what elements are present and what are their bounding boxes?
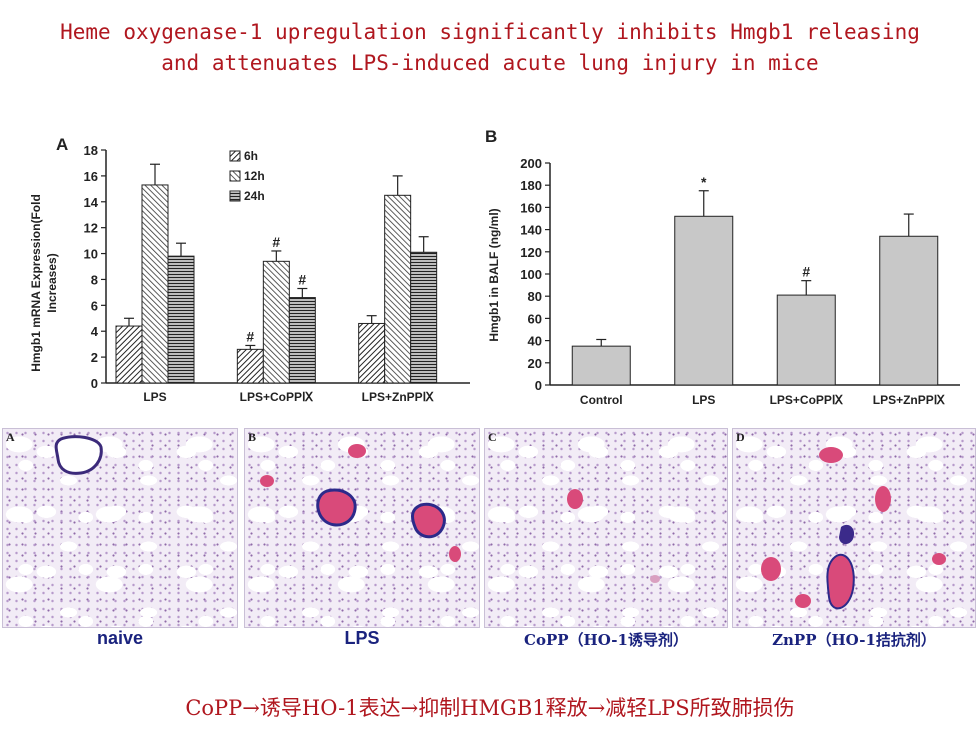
chart-b-bar — [571, 345, 631, 386]
histology-vessel-5 — [449, 546, 461, 562]
histology-vessel-2 — [650, 575, 660, 583]
histology-panel-a-image — [54, 435, 103, 475]
chart-b-x-tick-label: LPS+ZnPPⅨ — [873, 393, 946, 407]
histology-vessel-3 — [348, 444, 366, 458]
histology-airway-outline — [54, 435, 103, 475]
histology-vessel-1 — [819, 447, 843, 463]
histology-panel-c-label: C — [488, 430, 497, 444]
histology-vessel-3 — [761, 557, 781, 581]
chart-a-y-tick-label: 18 — [84, 143, 98, 158]
chart-a-significance-marker: # — [246, 328, 254, 344]
chart-a-significance-marker: # — [298, 272, 306, 288]
chart-a-x-tick-label: LPS — [143, 390, 166, 404]
histology-vessel-1 — [567, 489, 583, 509]
histology-vessel-6 — [932, 553, 946, 565]
chart-a-bar — [384, 194, 412, 384]
histology-panel-b-image — [260, 444, 461, 562]
histology-panel-a: A — [2, 428, 238, 628]
histology-panel-d: D — [732, 428, 976, 628]
chart-b-x-tick-label: LPS+CoPPⅨ — [770, 393, 844, 407]
chart-b-x-tick-label: Control — [580, 393, 623, 407]
title-line-1: Heme oxygenase-1 upregulation significan… — [60, 20, 920, 44]
chart-b-y-tick-label: 20 — [528, 356, 542, 371]
chart-b-y-tick-label: 140 — [520, 223, 542, 238]
chart-a-legend-label: 12h — [244, 169, 265, 183]
histology-panel-d-image — [761, 447, 946, 610]
histology-panel-d-label: D — [736, 430, 745, 444]
histology-panel-a-label: A — [6, 430, 15, 444]
histology-vessel-4 — [260, 475, 274, 487]
chart-a-x-tick-label: LPS+CoPPⅨ — [240, 390, 314, 404]
chart-a-panel-label: A — [56, 135, 68, 154]
chart-a-y-tick-label: 16 — [84, 169, 98, 184]
chart-b-panel-label: B — [485, 127, 497, 146]
chart-a-y-tick-label: 6 — [91, 298, 98, 313]
histology-caption-znpp: ZnPP（HO-1拮抗剂） — [772, 631, 936, 649]
histology-vessel-2 — [411, 502, 446, 539]
chart-a-y-tick-label: 2 — [91, 350, 98, 365]
chart-a-y-tick-label: 4 — [91, 324, 99, 339]
chart-a-legend-swatch — [229, 150, 241, 162]
chart-a-bar — [141, 184, 169, 384]
chart-a-bar — [262, 260, 290, 384]
chart-b-y-tick-label: 120 — [520, 245, 542, 260]
chart-a-legend-swatch — [229, 190, 241, 202]
histology-vessel-2 — [875, 486, 891, 512]
conclusion-text: CoPP→诱导HO-1表达→抑制HMGB1释放→减轻LPS所致肺损伤 — [185, 696, 795, 720]
chart-b-y-tick-label: 60 — [528, 311, 542, 326]
histology-caption-copp: CoPP（HO-1诱导剂） — [524, 631, 688, 649]
chart-b-y-tick-label: 160 — [520, 200, 542, 215]
chart-b-y-tick-label: 200 — [520, 156, 542, 171]
chart-a-bar — [288, 297, 316, 384]
chart-b-y-tick-label: 80 — [528, 289, 542, 304]
histology-vessel-5 — [795, 594, 811, 608]
chart-b: B 0 20 40 60 80 100 120 140 160 180 200 Control * LP… — [485, 127, 960, 407]
chart-a-significance-marker: # — [272, 234, 280, 250]
histology-vessel-1 — [316, 488, 357, 527]
chart-a-ylabel-line-2: Increases) — [45, 253, 59, 312]
chart-a-legend-label: 24h — [244, 189, 265, 203]
chart-b-bar — [776, 294, 836, 386]
histology-panel-c: C — [484, 428, 728, 628]
chart-b-bar — [879, 235, 939, 386]
chart-a-bar — [115, 325, 143, 384]
histology-panel-b-label: B — [248, 430, 257, 444]
chart-a-bar — [167, 255, 195, 384]
chart-a-bar — [410, 251, 438, 384]
chart-a-ylabel-line-1: Hmgb1 mRNA Expression(Fold — [29, 194, 43, 372]
chart-a-bar — [358, 322, 386, 384]
title-line-2: and attenuates LPS-induced acute lung in… — [161, 51, 819, 75]
histology-vessel-7 — [839, 524, 855, 545]
chart-b-y-tick-label: 180 — [520, 178, 542, 193]
histology-panel-c-image — [567, 489, 660, 583]
chart-b-significance-marker: # — [802, 264, 810, 280]
chart-a-y-tick-label: 14 — [84, 195, 99, 210]
chart-a-y-tick-label: 12 — [84, 221, 98, 236]
chart-a: A 0 2 4 6 8 10 12 14 16 18 LPS # # # LPS+CoPPⅨ LPS+ZnP… — [29, 135, 470, 404]
chart-b-significance-marker: * — [701, 174, 707, 190]
chart-a-y-tick-label: 0 — [91, 376, 98, 391]
histology-vessel-4 — [826, 553, 855, 610]
chart-a-bar — [236, 348, 264, 384]
histology-panel-b: B — [244, 428, 480, 628]
chart-b-x-tick-label: LPS — [692, 393, 715, 407]
chart-b-bar — [674, 215, 734, 386]
chart-a-x-tick-label: LPS+ZnPPⅨ — [362, 390, 435, 404]
chart-b-ylabel: Hmgb1 in BALF (ng/ml) — [487, 208, 501, 341]
chart-b-y-tick-label: 0 — [535, 378, 542, 393]
chart-a-legend-swatch — [229, 170, 241, 182]
chart-b-y-tick-label: 100 — [520, 267, 542, 282]
histology-caption-naive: naive — [96, 628, 144, 648]
chart-a-legend-label: 6h — [244, 149, 258, 163]
chart-a-y-tick-label: 10 — [84, 247, 98, 262]
chart-a-y-tick-label: 8 — [91, 272, 98, 287]
histology-caption-lps: LPS — [344, 628, 380, 648]
chart-b-y-tick-label: 40 — [528, 334, 542, 349]
